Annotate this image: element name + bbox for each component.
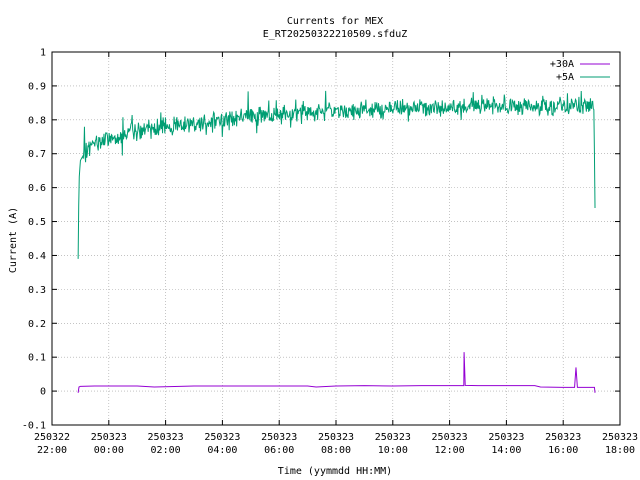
x-tick-time: 02:00 bbox=[151, 445, 181, 456]
y-tick-label: 0.3 bbox=[28, 285, 46, 296]
x-tick-date: 250323 bbox=[602, 432, 638, 443]
series-line-30a bbox=[77, 352, 596, 393]
x-tick-date: 250323 bbox=[545, 432, 581, 443]
y-tick-label: -0.1 bbox=[22, 421, 46, 432]
y-tick-label: 0.1 bbox=[28, 353, 46, 364]
y-tick-label: 0.6 bbox=[28, 183, 46, 194]
x-tick-date: 250323 bbox=[488, 432, 524, 443]
series-line-5a bbox=[77, 90, 596, 259]
chart-title: Currents for MEX bbox=[287, 16, 383, 27]
x-axis-label: Time (yymmdd HH:MM) bbox=[278, 466, 392, 477]
x-tick-time: 00:00 bbox=[94, 445, 124, 456]
x-tick-date: 250323 bbox=[432, 432, 468, 443]
x-tick-date: 250323 bbox=[375, 432, 411, 443]
legend-label-5a: +5A bbox=[556, 72, 574, 83]
x-tick-time: 16:00 bbox=[548, 445, 578, 456]
y-tick-label: 0.9 bbox=[28, 81, 46, 92]
legend-label-30a: +30A bbox=[550, 59, 574, 70]
y-tick-label: 1 bbox=[40, 48, 46, 59]
y-tick-label: 0.8 bbox=[28, 115, 46, 126]
x-tick-time: 12:00 bbox=[435, 445, 465, 456]
x-tick-time: 04:00 bbox=[207, 445, 237, 456]
y-tick-label: 0 bbox=[40, 387, 46, 398]
x-tick-time: 08:00 bbox=[321, 445, 351, 456]
x-tick-time: 18:00 bbox=[605, 445, 635, 456]
x-tick-time: 10:00 bbox=[378, 445, 408, 456]
y-tick-label: 0.2 bbox=[28, 319, 46, 330]
y-tick-label: 0.5 bbox=[28, 217, 46, 228]
x-tick-date: 250322 bbox=[34, 432, 70, 443]
x-tick-date: 250323 bbox=[204, 432, 240, 443]
x-tick-time: 14:00 bbox=[491, 445, 521, 456]
x-tick-time: 22:00 bbox=[37, 445, 67, 456]
axis-ticks: -0.1 0 0.1 0.2 0.3 0.4 0.5 0.6 0.7 0.8 0.9 1 250322 2… bbox=[22, 48, 638, 457]
x-tick-date: 250323 bbox=[261, 432, 297, 443]
x-tick-date: 250323 bbox=[148, 432, 184, 443]
chart-subtitle: E_RT20250322210509.sfduZ bbox=[263, 29, 408, 40]
series-layer bbox=[77, 90, 596, 393]
y-axis-label: Current (A) bbox=[8, 207, 19, 273]
y-tick-label: 0.4 bbox=[28, 251, 46, 262]
y-tick-label: 0.7 bbox=[28, 149, 46, 160]
x-tick-date: 250323 bbox=[318, 432, 354, 443]
x-tick-date: 250323 bbox=[91, 432, 127, 443]
x-tick-time: 06:00 bbox=[264, 445, 294, 456]
legend: +30A +5A bbox=[550, 59, 610, 83]
